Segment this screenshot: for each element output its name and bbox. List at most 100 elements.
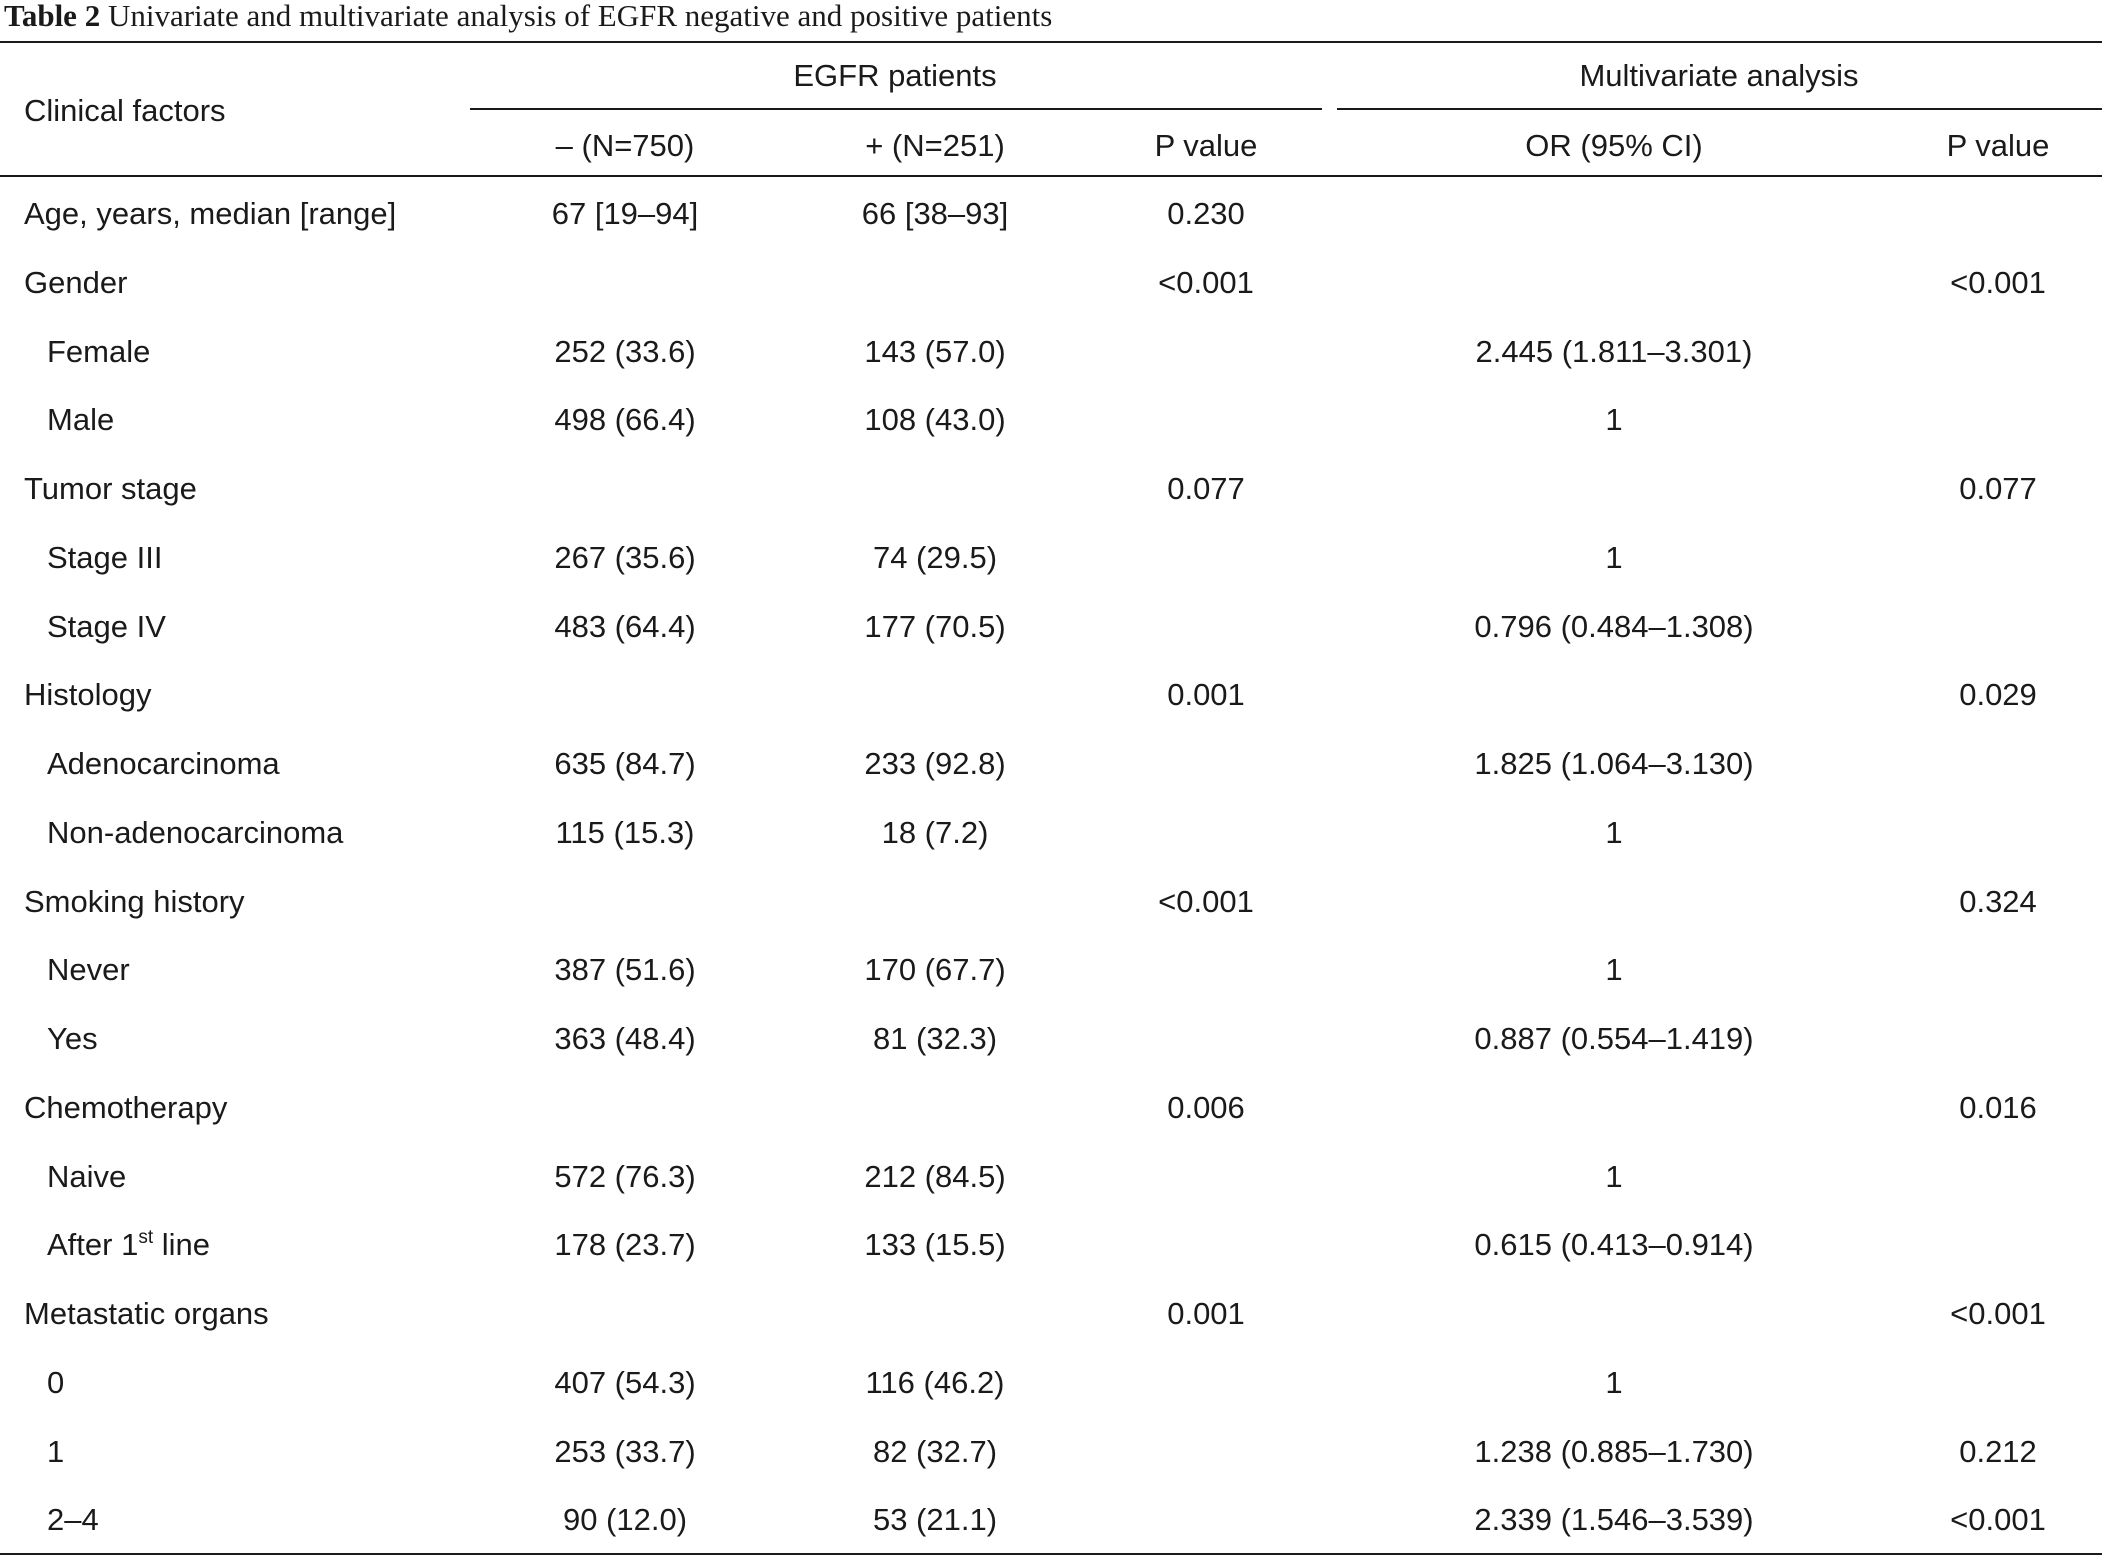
row-label-text: Adenocarcinoma: [47, 746, 280, 781]
row-label: Smoking history: [24, 886, 245, 917]
table-caption: Table 2 Univariate and multivariate anal…: [4, 0, 1052, 36]
cell-egfr-positive: 108 (43.0): [864, 402, 1006, 438]
cell-egfr-positive: 143 (57.0): [864, 333, 1006, 369]
cell-p-value: 0.077: [1167, 471, 1245, 506]
cell-egfr-negative: 483 (64.4): [554, 608, 696, 644]
table-row: After 1st line 178 (23.7) 133 (15.5) 0.615 …: [0, 1209, 2102, 1278]
table-row: Smoking history <0.001 0.324: [0, 866, 2102, 935]
cell-egfr-positive: 170 (67.7): [864, 952, 1006, 988]
cell-egfr-negative: 253 (33.7): [554, 1433, 696, 1469]
cell-or-ci: 0.887 (0.554–1.419): [1474, 1021, 1754, 1056]
header-egfr-patients: EGFR patients: [793, 58, 997, 93]
table-row: Age, years, median [range] 67 [19–94] 66 […: [0, 178, 2102, 247]
row-label-text: Gender: [24, 264, 128, 300]
row-label: 0: [47, 1367, 64, 1398]
multivariate-group-rule: [1337, 108, 2102, 110]
table-row: Tumor stage 0.077 0.077: [0, 453, 2102, 522]
cell-egfr-positive: 116 (46.2): [865, 1364, 1005, 1400]
row-label-text: After 1: [47, 1227, 139, 1263]
table-caption-text: Univariate and multivariate analysis of …: [107, 0, 1053, 33]
row-label: Metastatic organs: [24, 1298, 269, 1329]
cell-egfr-negative: 178 (23.7): [554, 1227, 696, 1263]
cell-multivariate-p-value: <0.001: [1950, 264, 2046, 300]
cell-egfr-positive: 133 (15.5): [864, 1227, 1006, 1263]
table-row: Male 498 (66.4) 108 (43.0) 1: [0, 384, 2102, 453]
cell-multivariate-p-value: 0.324: [1959, 883, 2037, 919]
cell-or-ci: 1: [1605, 1364, 1623, 1400]
cell-egfr-negative: 267 (35.6): [554, 539, 696, 575]
table-row: Chemotherapy 0.006 0.016: [0, 1072, 2102, 1141]
table-caption-label: Table 2: [4, 0, 101, 33]
row-label-text: 1: [47, 1433, 65, 1469]
header-or-ci: OR (95% CI): [1525, 128, 1703, 163]
cell-egfr-negative: 498 (66.4): [554, 402, 696, 438]
row-label: Adenocarcinoma: [47, 748, 280, 779]
cell-egfr-positive: 212 (84.5): [864, 1158, 1006, 1194]
row-label: Gender: [24, 267, 127, 298]
cell-or-ci: 1: [1605, 814, 1623, 850]
cell-or-ci: 1: [1605, 1158, 1623, 1194]
cell-egfr-negative: 115 (15.3): [555, 814, 695, 850]
table-row: Never 387 (51.6) 170 (67.7) 1: [0, 934, 2102, 1003]
cell-or-ci: 2.339 (1.546–3.539): [1474, 1502, 1754, 1538]
row-label: 1: [47, 1436, 64, 1467]
cell-egfr-positive: 18 (7.2): [881, 814, 989, 850]
table-row: Naive 572 (76.3) 212 (84.5) 1: [0, 1141, 2102, 1210]
cell-egfr-negative: 407 (54.3): [554, 1364, 696, 1400]
row-label-text: Metastatic organs: [24, 1296, 269, 1331]
cell-multivariate-p-value: 0.212: [1959, 1433, 2037, 1469]
table-header-rule: [0, 175, 2102, 177]
row-label-text: Male: [47, 402, 115, 438]
cell-multivariate-p-value: 0.029: [1959, 677, 2037, 713]
header-p-value: P value: [1154, 128, 1258, 163]
row-label: Tumor stage: [24, 473, 197, 504]
cell-egfr-negative: 67 [19–94]: [551, 196, 699, 231]
table-top-rule: [0, 41, 2102, 43]
cell-egfr-positive: 177 (70.5): [864, 608, 1006, 644]
cell-egfr-positive: 74 (29.5): [872, 539, 998, 575]
cell-egfr-negative: 252 (33.6): [554, 333, 696, 369]
cell-p-value: 0.001: [1167, 1296, 1245, 1331]
row-label-text: Tumor stage: [24, 471, 197, 506]
row-label-text: Histology: [24, 677, 152, 713]
cell-egfr-positive: 81 (32.3): [872, 1021, 998, 1056]
cell-multivariate-p-value: 0.077: [1959, 471, 2037, 506]
cell-p-value: <0.001: [1158, 264, 1254, 300]
header-egfr-negative: – (N=750): [555, 128, 695, 163]
egfr-group-rule: [470, 108, 1322, 110]
cell-p-value: <0.001: [1158, 883, 1254, 919]
row-label-text: Yes: [47, 1021, 98, 1056]
row-label: Naive: [47, 1161, 126, 1192]
header-multivariate-p-value: P value: [1946, 128, 2050, 163]
table-row: Histology 0.001 0.029: [0, 659, 2102, 728]
row-label: Non-adenocarcinoma: [47, 817, 343, 848]
table-row: Female 252 (33.6) 143 (57.0) 2.445 (1.811–3…: [0, 316, 2102, 385]
row-label-text: Non-adenocarcinoma: [47, 814, 344, 850]
cell-egfr-positive: 82 (32.7): [872, 1433, 998, 1469]
cell-egfr-negative: 387 (51.6): [554, 952, 696, 988]
row-label-text: Smoking history: [24, 883, 245, 919]
cell-p-value: 0.230: [1167, 196, 1245, 231]
row-label: Chemotherapy: [24, 1092, 227, 1123]
row-label: Male: [47, 404, 114, 435]
cell-or-ci: 0.796 (0.484–1.308): [1474, 608, 1754, 644]
row-label: Stage III: [47, 542, 162, 573]
table-row: Adenocarcinoma 635 (84.7) 233 (92.8) 1.825 …: [0, 728, 2102, 797]
row-label-text: Never: [47, 952, 130, 988]
cell-multivariate-p-value: <0.001: [1950, 1296, 2046, 1331]
table-row: Stage IV 483 (64.4) 177 (70.5) 0.796 (0.484…: [0, 591, 2102, 660]
row-label: 2–4: [47, 1504, 99, 1535]
table-bottom-rule: [0, 1553, 2102, 1555]
row-label-text: 2–4: [47, 1502, 99, 1538]
header-egfr-positive: + (N=251): [865, 128, 1005, 163]
cell-egfr-negative: 363 (48.4): [554, 1021, 696, 1056]
row-label-text: Age, years, median [range]: [24, 196, 397, 231]
table-row: Metastatic organs 0.001 <0.001: [0, 1278, 2102, 1347]
table-row: Gender <0.001 <0.001: [0, 247, 2102, 316]
table-row: 2–4 90 (12.0) 53 (21.1) 2.339 (1.546–3.539)…: [0, 1484, 2102, 1553]
cell-multivariate-p-value: <0.001: [1950, 1502, 2046, 1538]
cell-or-ci: 1: [1605, 402, 1623, 438]
row-label-text: Female: [47, 333, 151, 369]
row-label: Histology: [24, 679, 152, 710]
row-label-suffix: line: [153, 1227, 210, 1263]
